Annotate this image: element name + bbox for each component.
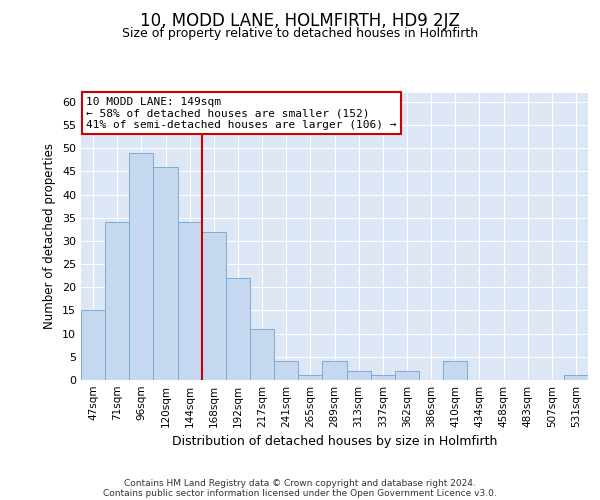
Text: Contains public sector information licensed under the Open Government Licence v3: Contains public sector information licen…: [103, 488, 497, 498]
Bar: [371, 376, 395, 380]
Bar: [129, 153, 154, 380]
Bar: [154, 166, 178, 380]
Y-axis label: Number of detached properties: Number of detached properties: [43, 143, 56, 329]
Bar: [395, 370, 419, 380]
Text: 10 MODD LANE: 149sqm
← 58% of detached houses are smaller (152)
41% of semi-deta: 10 MODD LANE: 149sqm ← 58% of detached h…: [86, 97, 397, 130]
Bar: [347, 370, 371, 380]
Text: Size of property relative to detached houses in Holmfirth: Size of property relative to detached ho…: [122, 28, 478, 40]
Bar: [226, 278, 250, 380]
Bar: [443, 362, 467, 380]
Text: 10, MODD LANE, HOLMFIRTH, HD9 2JZ: 10, MODD LANE, HOLMFIRTH, HD9 2JZ: [140, 12, 460, 30]
X-axis label: Distribution of detached houses by size in Holmfirth: Distribution of detached houses by size …: [172, 436, 497, 448]
Bar: [322, 362, 347, 380]
Bar: [178, 222, 202, 380]
Bar: [250, 329, 274, 380]
Bar: [564, 376, 588, 380]
Bar: [202, 232, 226, 380]
Bar: [298, 376, 322, 380]
Bar: [274, 362, 298, 380]
Text: Contains HM Land Registry data © Crown copyright and database right 2024.: Contains HM Land Registry data © Crown c…: [124, 478, 476, 488]
Bar: [81, 310, 105, 380]
Bar: [105, 222, 129, 380]
